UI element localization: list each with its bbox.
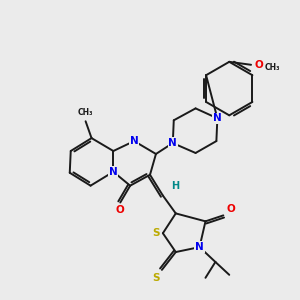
Text: CH₃: CH₃ bbox=[78, 108, 93, 117]
Text: S: S bbox=[152, 273, 160, 283]
Text: N: N bbox=[109, 167, 118, 177]
Text: N: N bbox=[168, 138, 177, 148]
Text: O: O bbox=[116, 206, 125, 215]
Text: N: N bbox=[213, 113, 222, 123]
Text: CH₃: CH₃ bbox=[265, 63, 280, 72]
Text: N: N bbox=[130, 136, 139, 146]
Text: N: N bbox=[195, 242, 204, 252]
Text: S: S bbox=[152, 228, 160, 238]
Text: O: O bbox=[227, 204, 236, 214]
Text: H: H bbox=[171, 181, 179, 191]
Text: O: O bbox=[255, 60, 263, 70]
